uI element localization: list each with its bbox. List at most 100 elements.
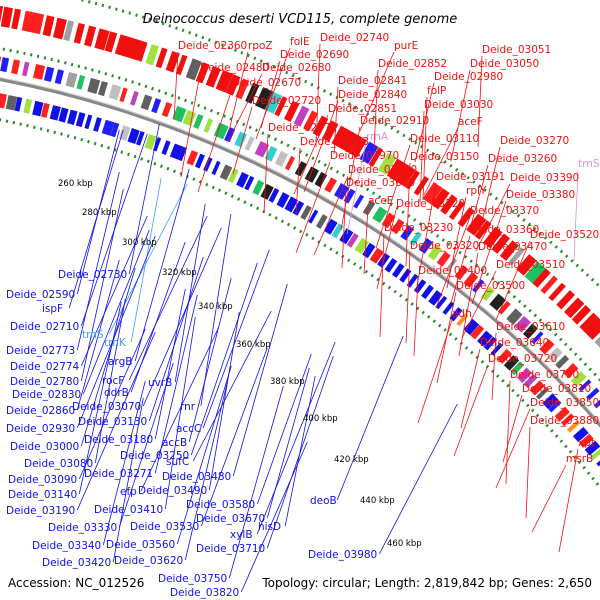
gene-feature [300, 205, 312, 220]
gene-feature [0, 57, 10, 73]
gene-label-reverse: Deide_03271 [84, 468, 153, 480]
gene-feature [40, 102, 50, 118]
gene-label-reverse: Deide_03340 [32, 540, 101, 552]
leader-line [450, 69, 471, 162]
gene-feature [548, 282, 566, 302]
gene-feature [514, 315, 531, 333]
reverse-gene-labels: Deide_02730 Deide_02590 ispF Deide_02710trn… [6, 269, 377, 599]
leader-line [453, 364, 489, 457]
gene-feature [205, 66, 221, 88]
gene-feature [322, 120, 339, 142]
gene-feature [224, 126, 236, 143]
gene-label-reverse: hisD [258, 521, 281, 533]
gene-label-reverse: Deide_03530 [130, 521, 199, 533]
gene-label-forward: Deide_03230 [384, 222, 453, 234]
gene-feature [489, 293, 507, 311]
gene-feature [572, 426, 589, 443]
gene-feature [570, 371, 587, 387]
gene-feature [144, 133, 157, 150]
gene-feature [456, 312, 469, 327]
gene-feature [215, 70, 234, 93]
gene-feature [449, 307, 463, 322]
leader-line [154, 288, 186, 440]
leader-line [174, 203, 206, 383]
gene-feature [391, 263, 405, 278]
gene-label-forward: Deide_03220 [396, 198, 465, 210]
gene-label-forward: rpoZ [248, 40, 273, 52]
gene-feature [0, 56, 2, 64]
gene-feature [590, 448, 600, 460]
gene-feature [540, 275, 558, 294]
gene-label-reverse: Deide_03190 [6, 505, 75, 517]
leader-line [336, 335, 404, 501]
gene-feature [178, 146, 187, 162]
gene-label-forward: Deide_03470 [478, 241, 547, 253]
leader-line [375, 144, 411, 249]
gene-feature [431, 188, 450, 210]
gene-feature [165, 50, 180, 73]
leader-line [197, 88, 233, 193]
gene-label-forward: Deide_02680 [262, 62, 331, 74]
gene-label-reverse: Deide_03710 [196, 543, 265, 555]
leader-line [130, 177, 162, 343]
leader-line [446, 196, 467, 289]
gene-feature [463, 318, 480, 336]
kbp-tick: 380 kbp [270, 377, 305, 387]
gene-label-reverse: deoB [310, 495, 337, 507]
gene-label-forward: Deide_03191 [436, 171, 505, 183]
gene-feature [244, 175, 255, 191]
gene-label-forward: Deide_03270 [500, 135, 569, 147]
gene-label-forward: Deide_02852 [378, 58, 447, 70]
leader-line [502, 394, 523, 463]
leader-line [477, 55, 483, 148]
leader-line [378, 403, 458, 555]
leader-line [525, 426, 531, 519]
gene-feature [564, 297, 585, 319]
gene-feature [22, 61, 30, 77]
gene-feature [428, 290, 443, 306]
leader-line [315, 43, 321, 148]
gene-feature [524, 261, 547, 284]
gene-feature [386, 158, 407, 182]
gene-label-forward: Deide_03370 [470, 205, 539, 217]
leader-line [255, 47, 291, 140]
gene-label-forward: Deide_02771 [268, 122, 337, 134]
leader-line [80, 188, 124, 382]
gene-feature [11, 8, 22, 30]
gene-label-reverse: Deide_03670 [196, 513, 265, 525]
gene-feature [516, 254, 537, 276]
gene-feature [457, 207, 475, 228]
gene-label-forward: rplY [466, 185, 487, 197]
gene-feature [252, 179, 265, 196]
gene-label-reverse: Deide_03410 [94, 504, 163, 516]
gene-feature [483, 336, 497, 351]
gene-feature [67, 109, 78, 126]
gene-feature [532, 268, 551, 288]
gene-label-reverse: Deide_03750 [158, 573, 227, 585]
gene-feature [5, 94, 18, 111]
gene-label-forward: Deide_02480 [200, 62, 269, 74]
gene-feature [84, 114, 93, 130]
gene-feature [586, 387, 600, 401]
gene-feature [274, 96, 288, 117]
gene-label-forward: Deide_03810 [522, 383, 591, 395]
leader-line [228, 51, 249, 132]
gene-feature [155, 47, 168, 69]
gene-feature [140, 94, 153, 111]
gene-label-forward: Deide_03610 [496, 321, 565, 333]
gene-feature [0, 93, 7, 109]
gene-label-forward: Deide_02740 [320, 32, 389, 44]
leader-line [176, 365, 232, 545]
gene-label-reverse: Deide_03090 [8, 474, 77, 486]
leader-line [140, 326, 220, 492]
gene-feature [399, 268, 412, 283]
gene-feature [523, 373, 538, 388]
gene-label-forward: Deide_03400 [418, 265, 487, 277]
gene-feature [114, 34, 132, 57]
leader-line [341, 188, 347, 269]
gene-label-forward: Deide_03500 [456, 280, 525, 292]
gene-label-forward: xpt [578, 437, 595, 449]
leader-line [240, 441, 308, 593]
gene-feature [94, 28, 110, 51]
gene-label-reverse: Deide_03820 [170, 587, 239, 599]
